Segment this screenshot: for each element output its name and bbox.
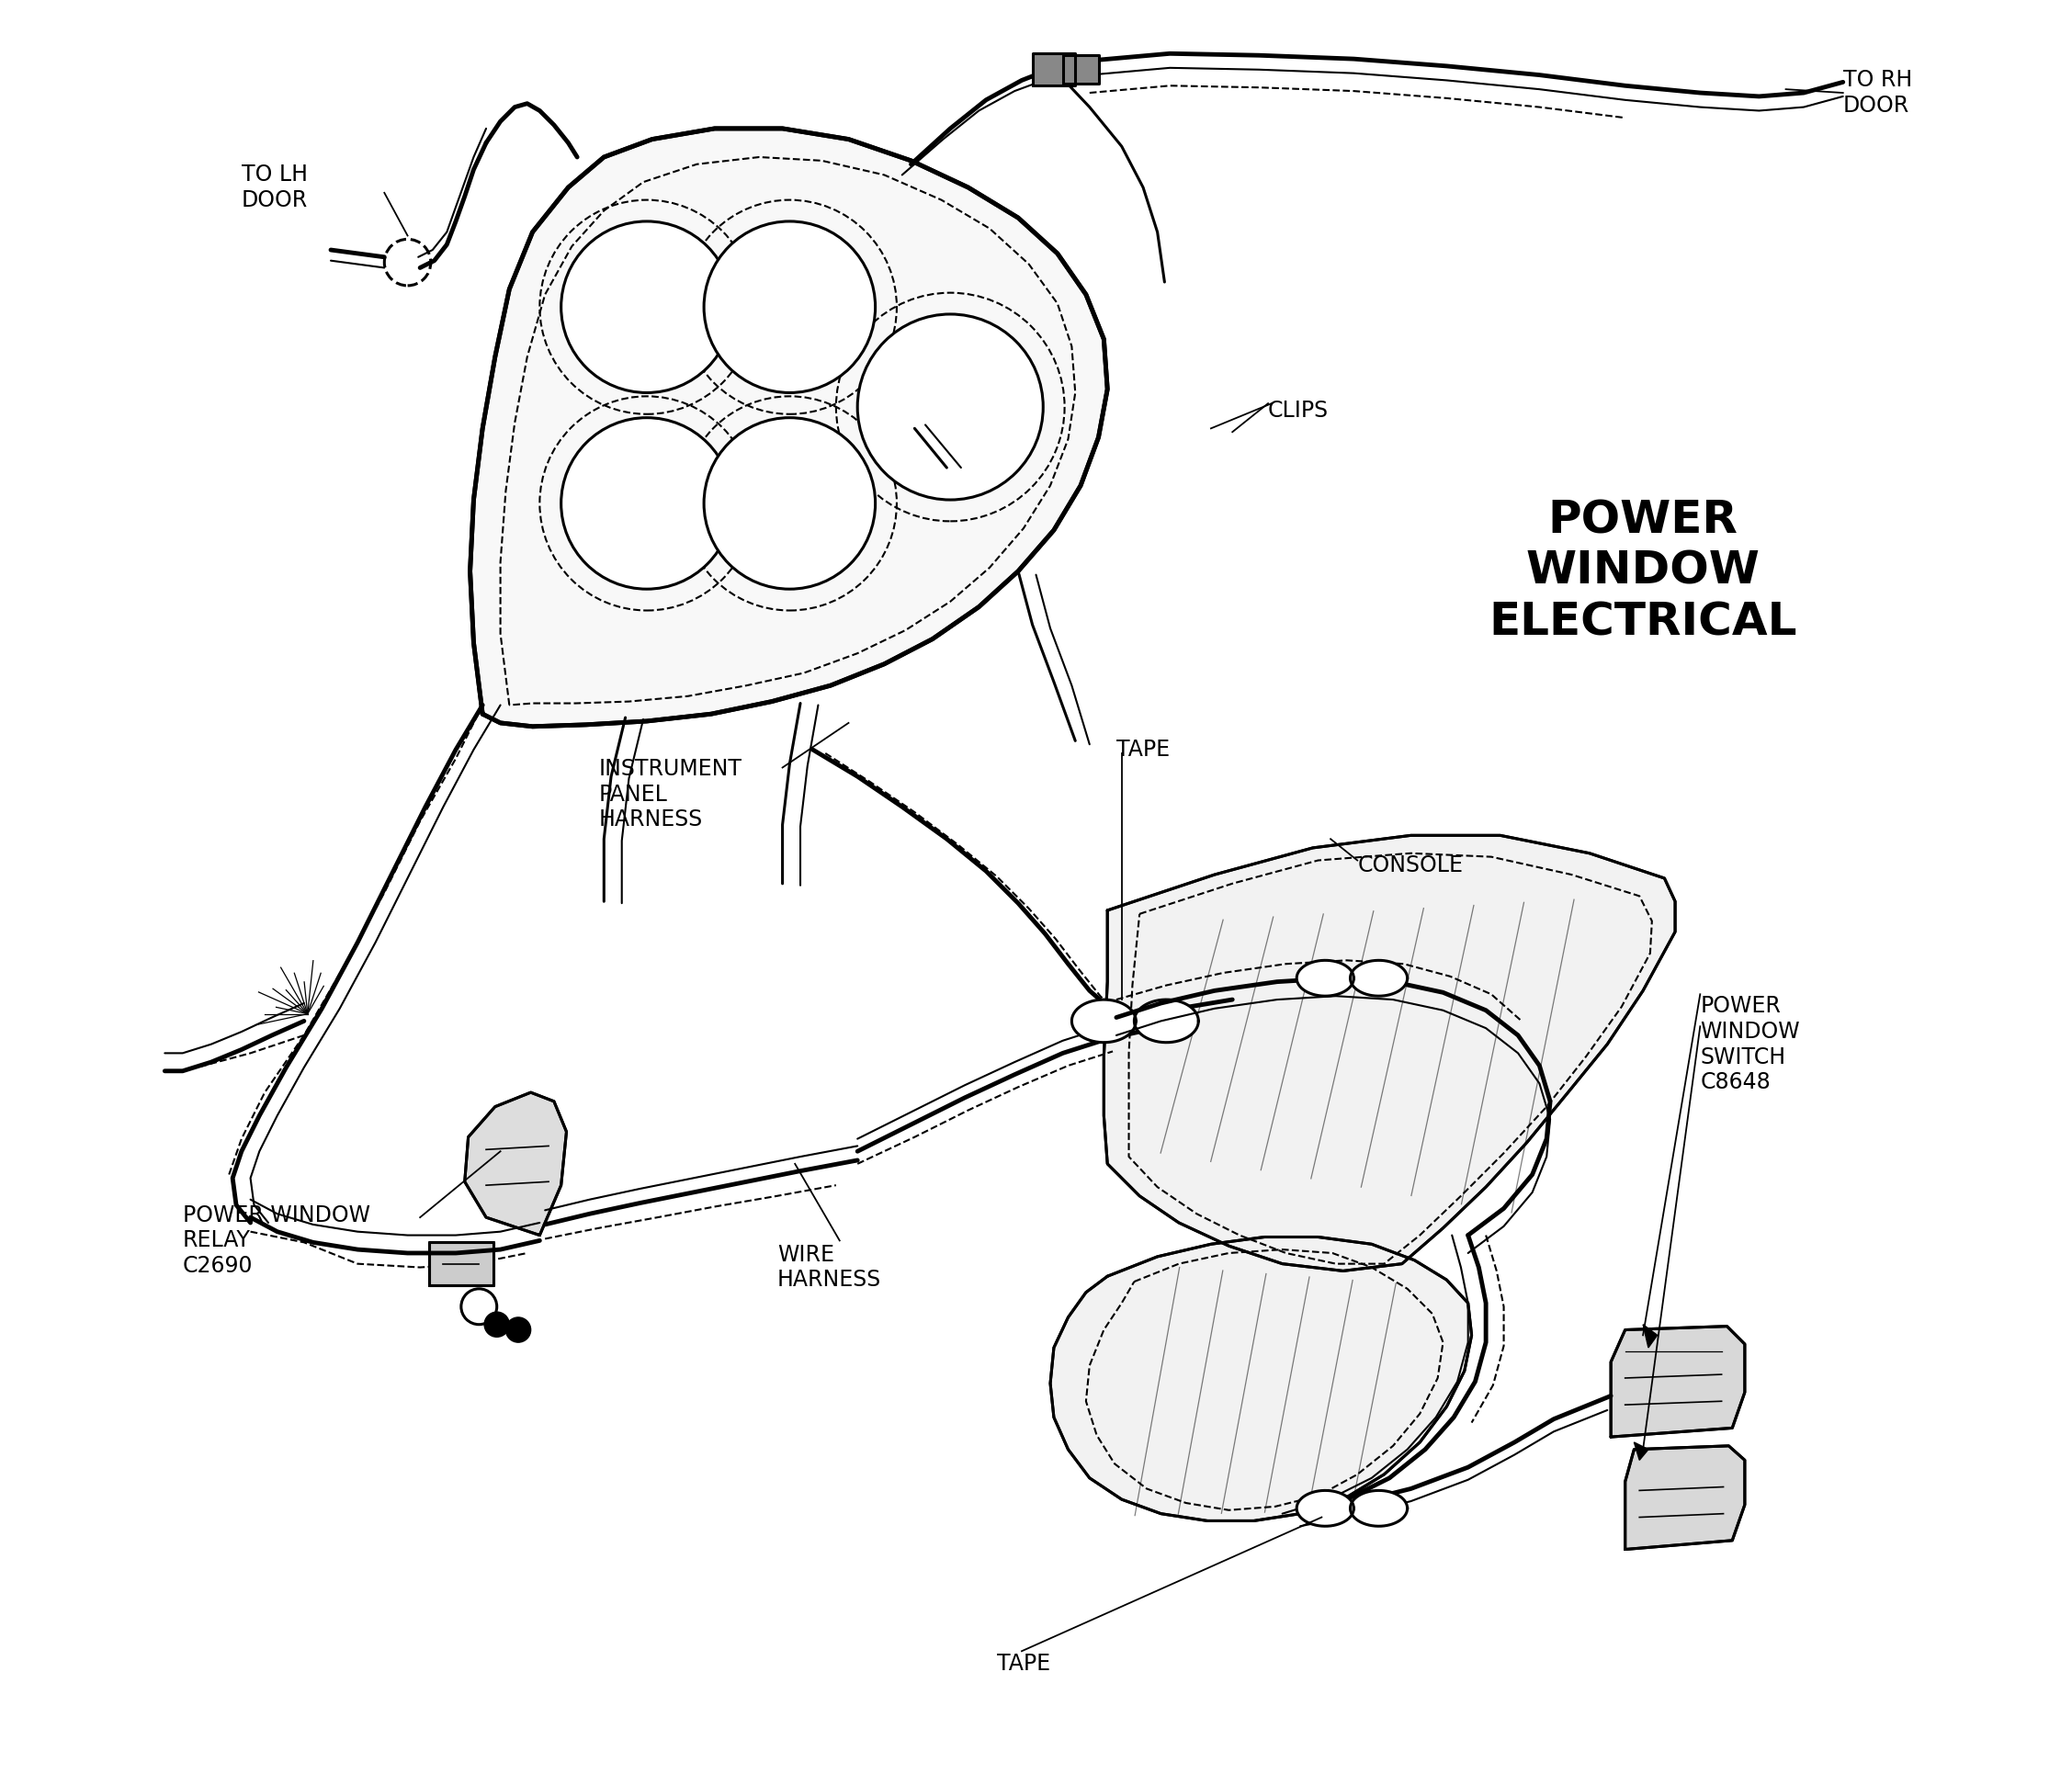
Polygon shape: [1063, 55, 1098, 84]
Text: TAPE: TAPE: [1117, 739, 1171, 760]
Circle shape: [485, 1312, 510, 1337]
Polygon shape: [1297, 1490, 1353, 1526]
Polygon shape: [1104, 835, 1674, 1271]
Circle shape: [562, 418, 733, 589]
Circle shape: [506, 1317, 530, 1342]
Text: TAPE: TAPE: [997, 1653, 1051, 1674]
Circle shape: [562, 221, 733, 393]
Circle shape: [858, 314, 1042, 500]
Text: CONSOLE: CONSOLE: [1357, 855, 1463, 876]
Polygon shape: [1297, 960, 1353, 996]
Polygon shape: [1071, 1000, 1135, 1042]
Text: POWER WINDOW
RELAY
C2690: POWER WINDOW RELAY C2690: [182, 1205, 371, 1276]
Polygon shape: [1051, 1237, 1471, 1521]
Polygon shape: [1351, 1490, 1407, 1526]
Text: POWER
WINDOW
ELECTRICAL: POWER WINDOW ELECTRICAL: [1490, 498, 1796, 644]
Text: POWER
WINDOW
SWITCH
C8648: POWER WINDOW SWITCH C8648: [1701, 994, 1801, 1094]
Circle shape: [462, 1289, 497, 1324]
Text: TO LH
DOOR: TO LH DOOR: [242, 164, 309, 211]
Polygon shape: [1624, 1446, 1745, 1549]
Circle shape: [704, 418, 874, 589]
Polygon shape: [1635, 1442, 1649, 1460]
Text: TO RH
DOOR: TO RH DOOR: [1842, 70, 1912, 116]
Text: CLIPS: CLIPS: [1268, 400, 1328, 421]
Text: WIRE
HARNESS: WIRE HARNESS: [777, 1244, 881, 1291]
Polygon shape: [1133, 1000, 1198, 1042]
Polygon shape: [1610, 1326, 1745, 1437]
Polygon shape: [429, 1242, 493, 1285]
Polygon shape: [470, 129, 1106, 726]
Text: INSTRUMENT
PANEL
HARNESS: INSTRUMENT PANEL HARNESS: [599, 759, 742, 830]
Polygon shape: [464, 1092, 566, 1235]
Polygon shape: [1032, 54, 1075, 86]
Circle shape: [704, 221, 874, 393]
Polygon shape: [1643, 1324, 1658, 1348]
Polygon shape: [1351, 960, 1407, 996]
